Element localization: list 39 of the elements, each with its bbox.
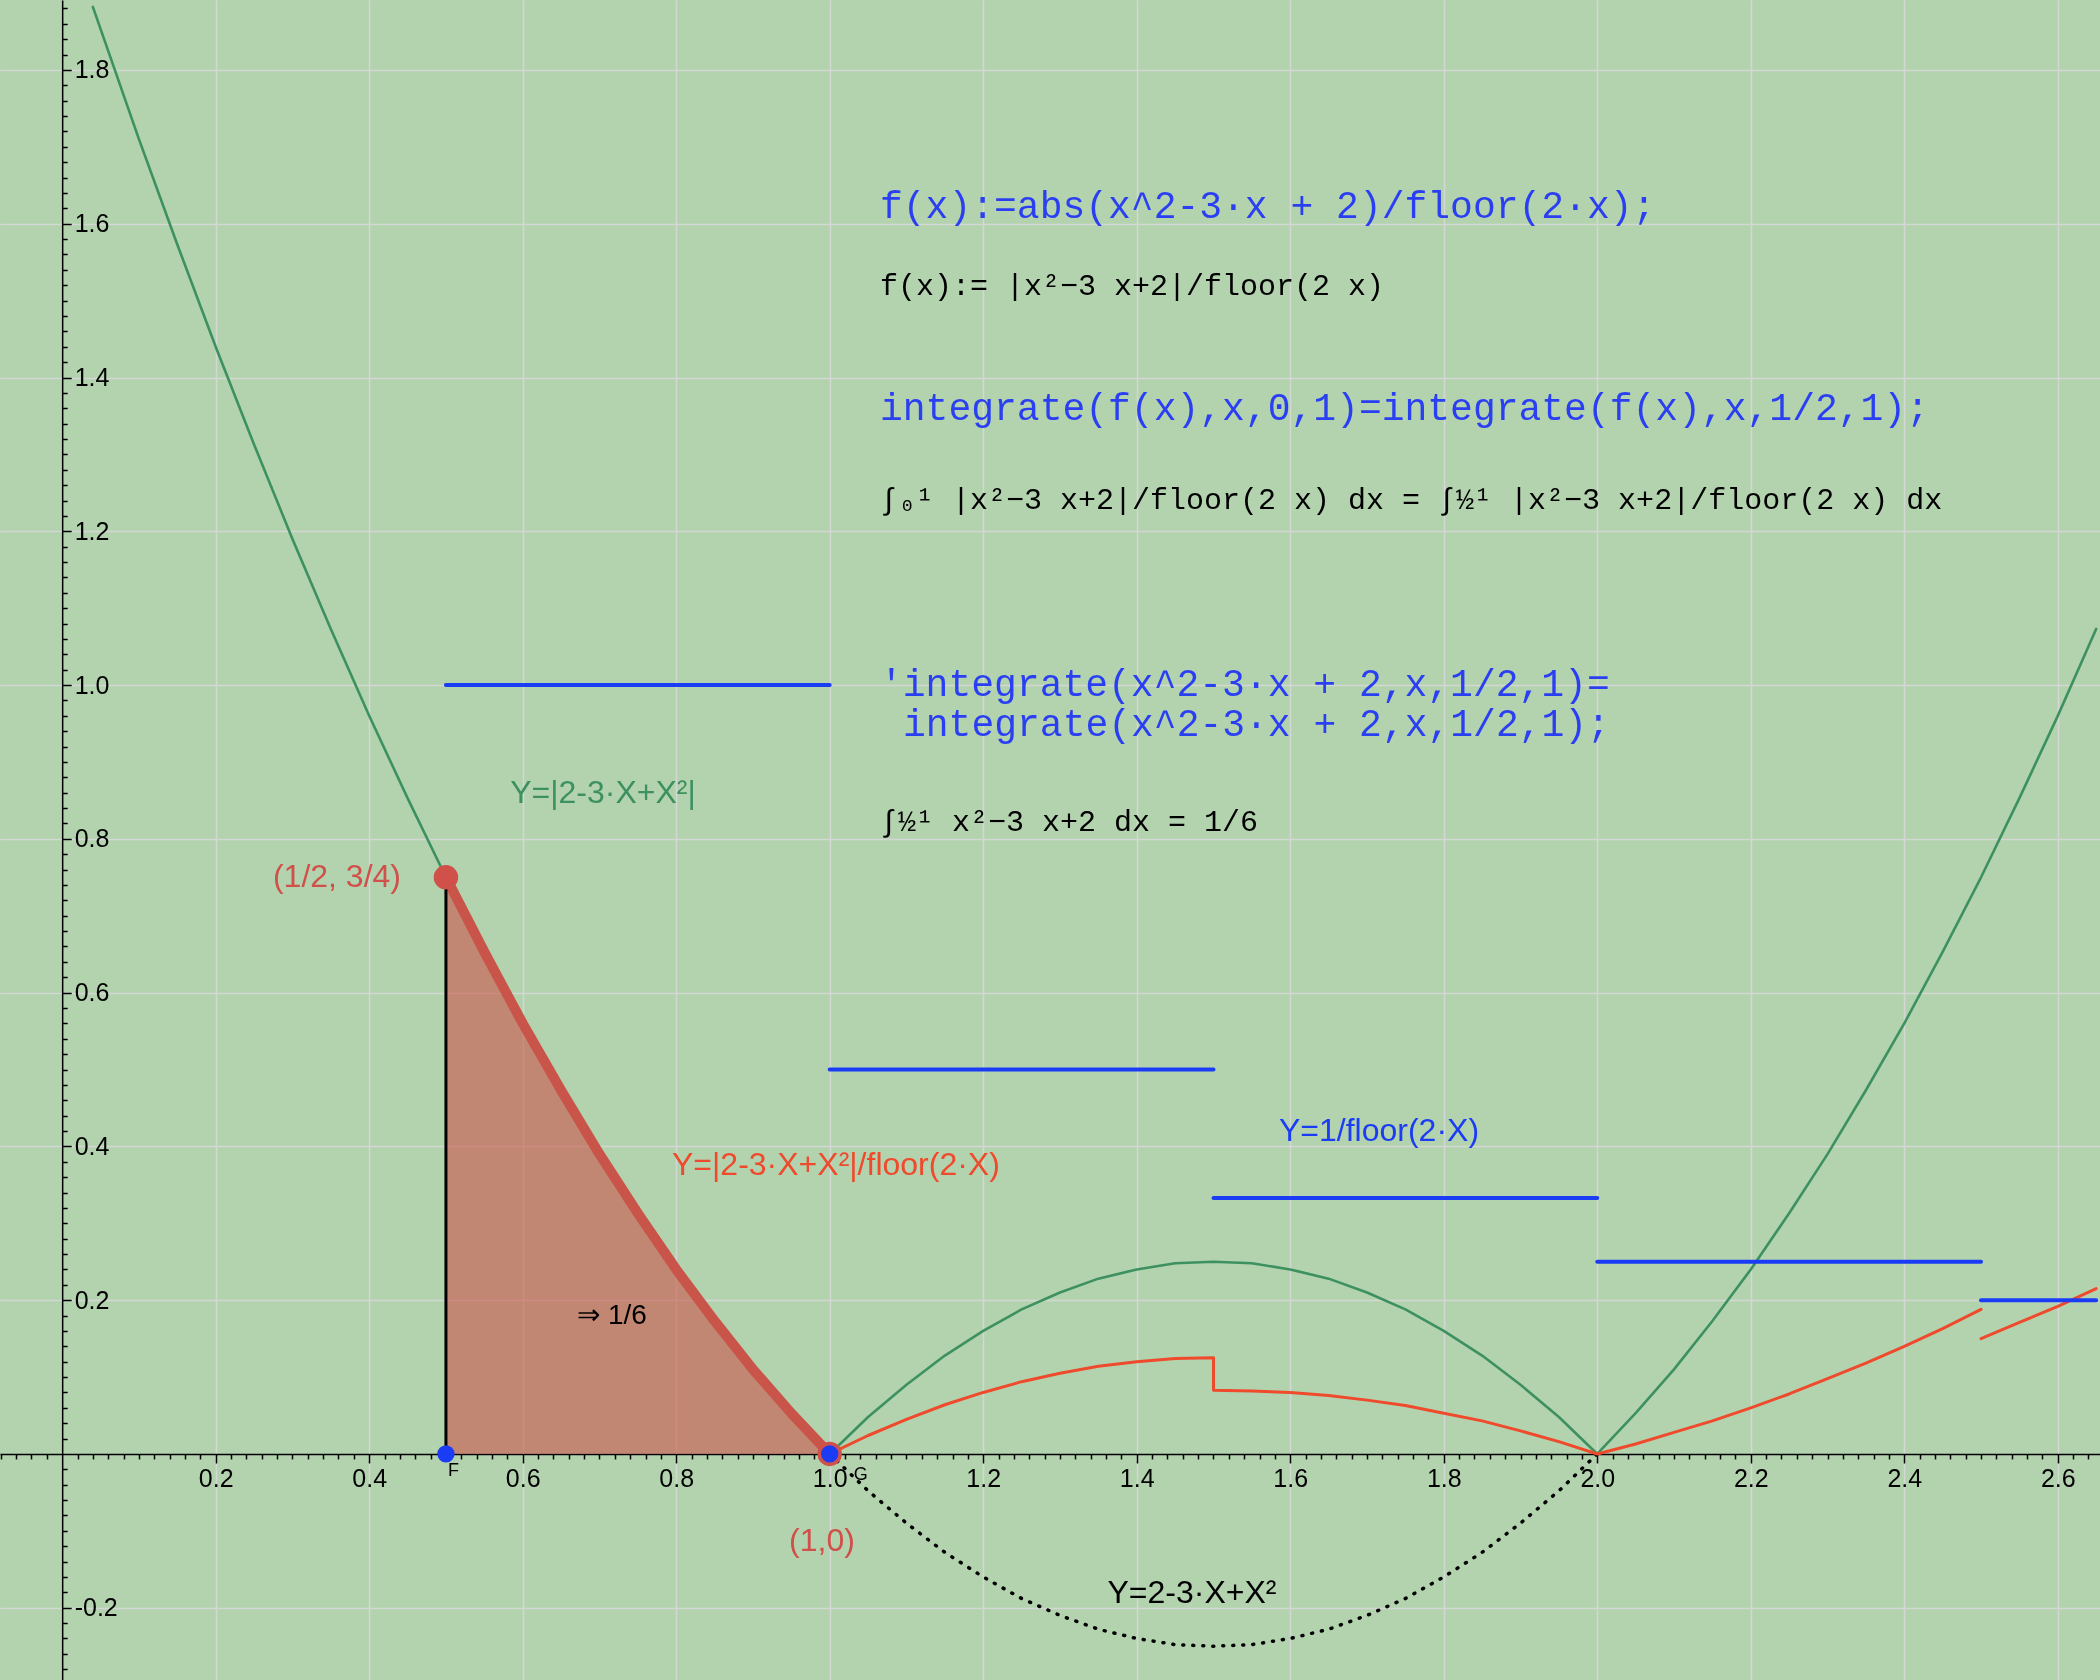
x-tick-label: 0.8: [659, 1464, 695, 1493]
x-tick-label: 1.2: [966, 1464, 1002, 1493]
y-tick-label: 0.2: [74, 1285, 110, 1314]
annotation: (1/2, 3/4): [272, 858, 401, 894]
annotation: ∫₀¹ |x²−3 x+2|/floor(2 x) dx = ∫½¹ |x²−3 x+2|/floor(2 x) dx: [880, 484, 1943, 518]
x-tick-label: 1.4: [1119, 1464, 1155, 1493]
y-tick-label: 0.4: [74, 1131, 110, 1160]
y-tick-label: 1.8: [74, 55, 110, 84]
annotation: ⇒ 1/6: [577, 1299, 647, 1330]
annotation: 'integrate(x^2-3·x + 2,x,1/2,1)=: [880, 664, 1610, 707]
x-tick-label: 2.2: [1733, 1464, 1769, 1493]
x-tick-label: 2.0: [1580, 1464, 1616, 1493]
annotation: (1,0): [789, 1522, 855, 1558]
annotation: ∫½¹ x²−3 x+2 dx = 1/6: [880, 806, 1259, 840]
annotation: integrate(x^2-3·x + 2,x,1/2,1);: [903, 704, 1610, 747]
x-tick-label: 2.6: [2040, 1464, 2076, 1493]
annotation: f(x):=abs(x^2-3·x + 2)/floor(2·x);: [880, 186, 1656, 229]
y-tick-label: 1.0: [74, 670, 110, 699]
y-tick-label: 0.8: [74, 824, 110, 853]
y-tick-label: 1.4: [74, 363, 110, 392]
x-tick-label: 0.4: [352, 1464, 388, 1493]
annotation: integrate(f(x),x,0,1)=integrate(f(x),x,1/2,1);: [880, 388, 1929, 431]
x-tick-label: 0.6: [505, 1464, 541, 1493]
y-tick-label: -0.2: [74, 1593, 118, 1622]
annotation: f(x):= |x²−3 x+2|/floor(2 x): [880, 270, 1385, 304]
y-tick-label: 0.6: [74, 978, 110, 1007]
series-label: Y=1/floor(2·X): [1278, 1112, 1480, 1148]
x-tick-label: 1.0: [812, 1464, 848, 1493]
x-tick-label: 0.2: [198, 1464, 234, 1493]
text: Y=|2-3·X+X²|: [510, 774, 696, 810]
data-label: F: [447, 1459, 459, 1480]
series-label: Y=2-3·X+X²: [1107, 1574, 1277, 1610]
x-tick-label: 2.4: [1887, 1464, 1923, 1493]
y-tick-label: 1.2: [74, 516, 110, 545]
data-label: G: [853, 1463, 868, 1484]
text: Y=|2-3·X+X²|/floor(2·X): [672, 1146, 1000, 1182]
x-tick-label: 1.6: [1273, 1464, 1309, 1493]
y-tick-label: 1.6: [74, 209, 110, 238]
x-tick-label: 1.8: [1426, 1464, 1462, 1493]
